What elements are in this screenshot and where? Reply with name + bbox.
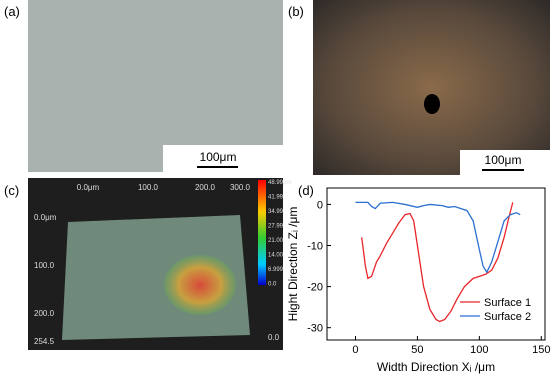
legend-label: Surface 1 [484, 297, 531, 309]
x-tick-label: 0 [352, 344, 358, 356]
y-axis-label: Hight Direction Zᵢ /μm [286, 207, 300, 322]
x-tick-label: 150 [532, 344, 550, 356]
panel-label: (b) [288, 4, 304, 19]
colorbar-label: 48.99μm [268, 180, 291, 186]
axis-label: 300.0 [230, 183, 251, 192]
line-series [361, 202, 514, 323]
x-tick-label: 100 [470, 344, 488, 356]
y-tick-label: 0 [317, 199, 323, 211]
axis-label: 200.0 [34, 309, 55, 318]
legend-label: Surface 2 [484, 311, 531, 323]
x-tick-label: 50 [411, 344, 423, 356]
panel-label: (d) [298, 183, 314, 198]
panel-label: (c) [4, 183, 19, 198]
pit [424, 94, 440, 114]
axis-label: 200.0 [195, 183, 216, 192]
micrograph-a [28, 0, 283, 172]
axis-label: 0.0μm [77, 183, 100, 192]
axis-label: 0.0μm [34, 213, 57, 222]
y-tick-label: -30 [307, 323, 323, 335]
panel-label: (a) [4, 4, 20, 19]
plot-frame [326, 187, 546, 341]
y-tick-label: -20 [307, 282, 323, 294]
scale-label: 100μm [485, 153, 522, 167]
corner-label: 0.0 [268, 333, 280, 342]
colorbar-label: 41.99 [268, 195, 284, 201]
x-axis-label: Width Direction Xᵢ /μm [377, 360, 495, 374]
axis-label: 100.0 [34, 261, 55, 270]
colorbar-label: 14.00 [268, 253, 284, 259]
colorbar [258, 180, 266, 285]
colorbar-label: 6.999 [268, 267, 284, 273]
axis-label: 254.5 [34, 337, 55, 346]
pit-map [164, 255, 236, 315]
line-series [355, 201, 521, 274]
y-tick-label: -10 [307, 241, 323, 253]
colorbar-label: 21.00 [268, 238, 284, 244]
colorbar-label: 34.99 [268, 209, 284, 215]
colorbar-label: 27.99 [268, 224, 284, 230]
colorbar-label: 0.0 [268, 282, 277, 288]
micrograph-b [313, 0, 550, 175]
axis-label: 100.0 [138, 183, 159, 192]
scale-label: 100μm [200, 150, 237, 164]
